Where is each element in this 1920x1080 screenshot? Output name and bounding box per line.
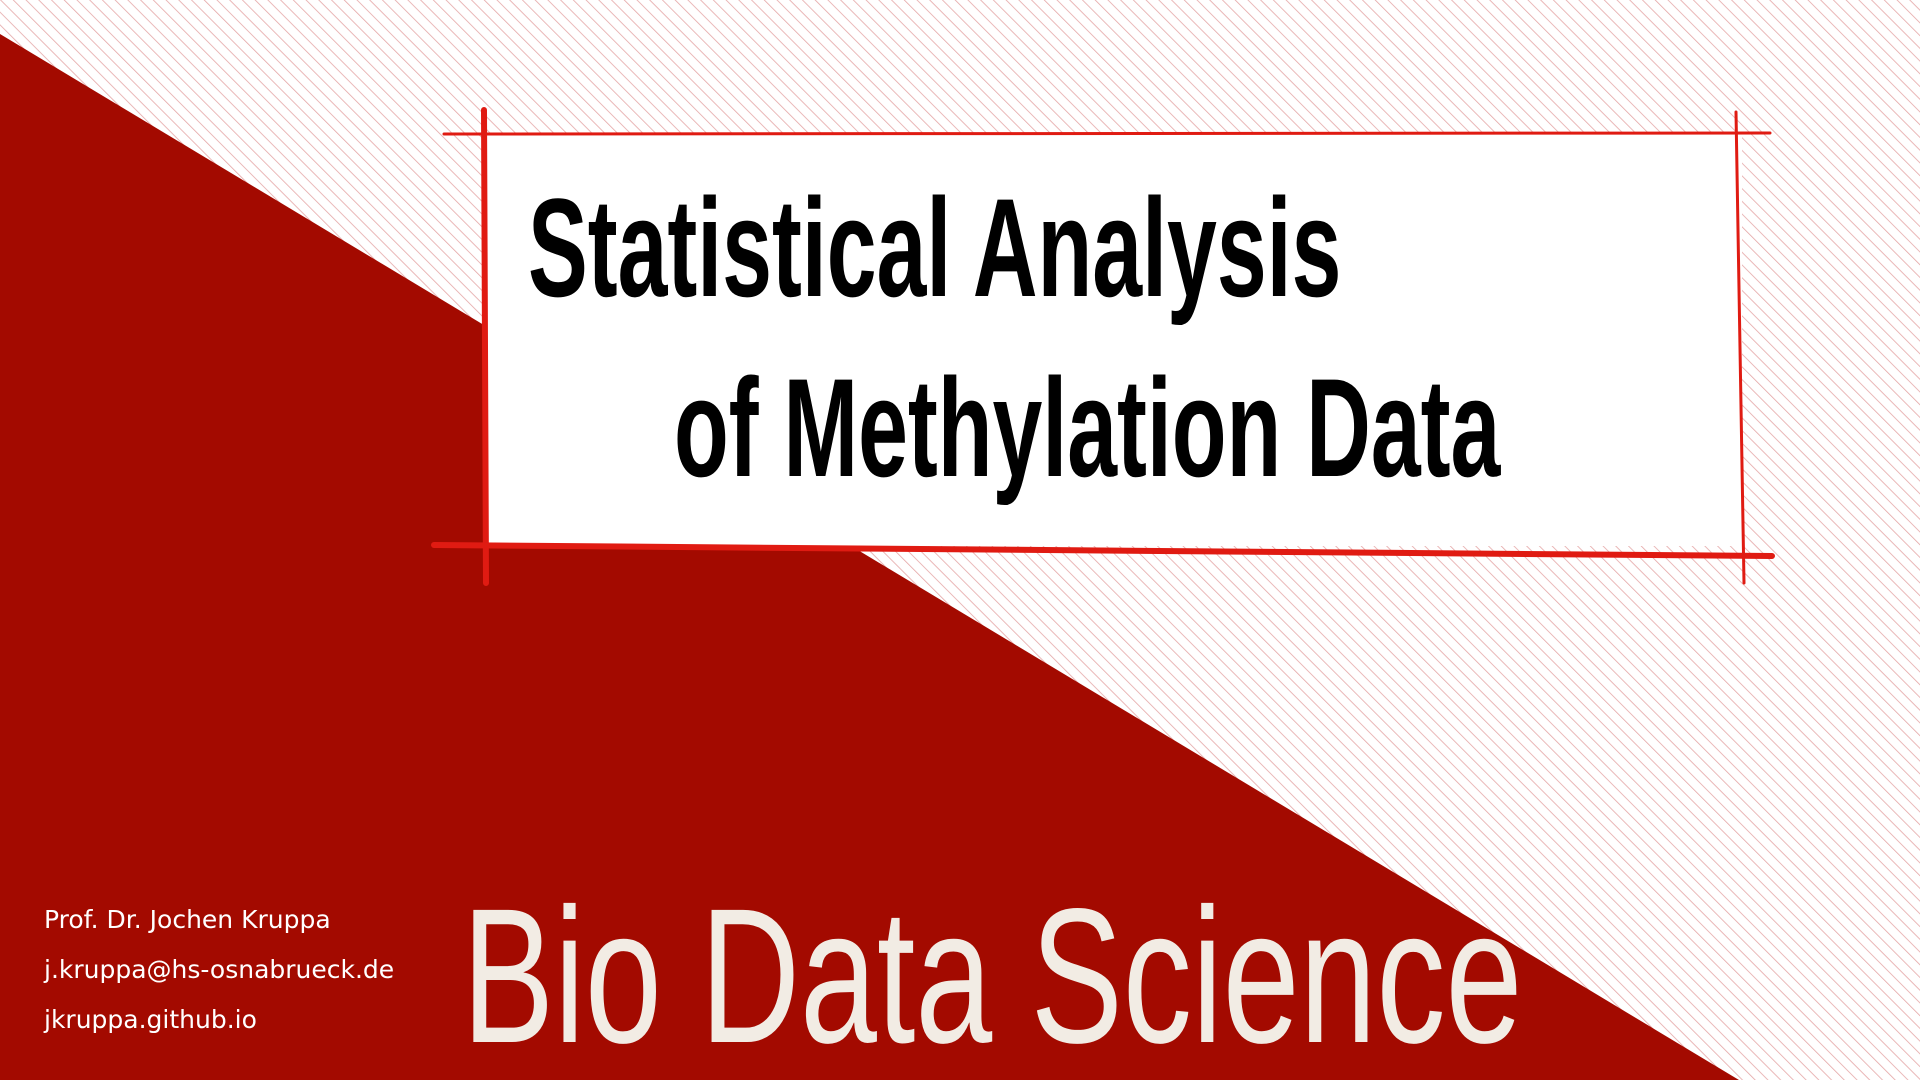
title-box	[484, 133, 1742, 546]
title-box-frame	[431, 107, 1775, 586]
brand-title: Bio Data Science	[462, 868, 1523, 1080]
red-diagonal-panel	[0, 34, 1739, 1080]
author-name: Prof. Dr. Jochen Kruppa	[44, 905, 331, 934]
author-website: jkruppa.github.io	[44, 1005, 257, 1034]
slide-title-line-2: of Methylation Data	[674, 349, 1501, 506]
author-email: j.kruppa@hs-osnabrueck.de	[44, 955, 395, 984]
slide-title-line-1: Statistical Analysis	[528, 169, 1342, 326]
